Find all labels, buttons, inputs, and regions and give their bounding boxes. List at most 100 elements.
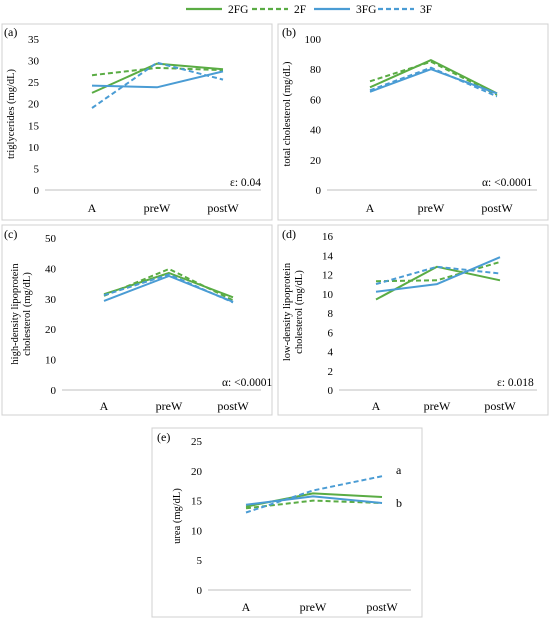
y-axis-label: total cholesterol (mg/dL) <box>282 61 293 166</box>
panel-frame <box>151 427 423 618</box>
y-axis-label: urea (mg/dL) <box>172 488 183 544</box>
panel-label: (d) <box>282 227 296 241</box>
y-tick-label: 0 <box>316 185 322 197</box>
y-tick-label: 2 <box>328 366 334 378</box>
y-tick-label: 30 <box>45 294 57 306</box>
x-tick-label: postW <box>217 399 249 413</box>
x-tick-label: A <box>366 201 375 215</box>
legend-item-3f: 3F <box>378 4 432 16</box>
series-line-2f <box>369 60 498 96</box>
chart-panel-a: 0 5 10 15 20 25 30 35 A preW postW triglycerides (m… <box>1 23 273 221</box>
series-line-3f <box>375 265 501 286</box>
annotation-a: a <box>396 463 402 477</box>
y-tick-label: 16 <box>322 231 334 243</box>
y-tick-label: 80 <box>310 64 322 76</box>
chart-panel-d: 0 2 4 6 8 10 12 14 16 A preW postW low-density lipop… <box>277 224 549 416</box>
y-tick-label: 10 <box>322 289 334 301</box>
stat-label: α: <0.0001 <box>222 377 272 389</box>
x-tick-label: preW <box>418 201 445 215</box>
panel-frame <box>277 23 549 221</box>
y-tick-label: 30 <box>28 56 40 68</box>
series-line-3f <box>369 66 498 98</box>
legend-label: 3F <box>420 4 432 16</box>
series-line-2fg <box>91 62 224 94</box>
chart-panel-e: 0 5 10 15 20 25 A preW postW urea (mg/dL) (e) a b <box>151 427 423 618</box>
x-tick-label: postW <box>481 201 513 215</box>
y-tick-label: 50 <box>45 233 57 245</box>
y-axis-label: low-density lipoproteincholesterol (mg/d… <box>282 262 305 361</box>
legend-item-2f: 2F <box>252 4 306 16</box>
y-tick-label: 5 <box>197 555 203 567</box>
y-tick-label: 20 <box>45 324 57 336</box>
legend-label: 2FG <box>228 4 248 16</box>
chart-panel-c: 0 10 20 30 40 50 A preW postW high-density lipopr… <box>1 224 273 416</box>
y-tick-label: 10 <box>191 525 203 537</box>
x-tick-label: A <box>242 600 251 614</box>
series-line-3fg <box>245 495 383 506</box>
legend-label: 2F <box>294 4 306 16</box>
x-tick-label: postW <box>484 399 516 413</box>
y-tick-label: 6 <box>328 327 334 339</box>
y-tick-label: 12 <box>322 270 333 282</box>
y-tick-label: 0 <box>34 185 40 197</box>
series-line-2f <box>375 261 501 283</box>
legend-item-3fg: 3FG <box>314 4 376 16</box>
series-line-3f <box>91 61 224 109</box>
panel-frame <box>1 224 273 416</box>
y-tick-label: 0 <box>51 385 57 397</box>
y-axis-label: triglycerides (mg/dL) <box>6 68 17 159</box>
x-tick-label: preW <box>424 399 451 413</box>
y-tick-label: 35 <box>28 34 40 46</box>
y-tick-label: 15 <box>191 496 203 508</box>
legend-item-2fg: 2FG <box>186 4 248 16</box>
y-tick-label: 8 <box>328 308 334 320</box>
series-line-3fg <box>369 68 498 95</box>
y-tick-label: 10 <box>45 355 57 367</box>
series-line-3fg <box>91 70 224 89</box>
x-tick-label: preW <box>300 600 327 614</box>
y-tick-label: 20 <box>310 155 322 167</box>
stat-label: ε: 0.04 <box>230 177 261 189</box>
x-tick-label: A <box>88 201 97 215</box>
y-tick-label: 40 <box>310 125 322 137</box>
y-tick-label: 60 <box>310 94 322 106</box>
panel-label: (b) <box>282 25 296 39</box>
panel-frame <box>277 224 549 416</box>
stat-label: α: <0.0001 <box>482 177 532 189</box>
panel-label: (c) <box>4 227 17 241</box>
y-tick-label: 0 <box>328 385 334 397</box>
annotation-b: b <box>396 496 402 510</box>
series-line-3f <box>103 273 234 304</box>
y-tick-label: 0 <box>197 585 203 597</box>
x-tick-label: A <box>372 399 381 413</box>
y-tick-label: 15 <box>28 120 40 132</box>
y-tick-label: 10 <box>28 142 40 154</box>
y-tick-label: 100 <box>305 34 322 46</box>
y-tick-label: 20 <box>28 99 40 111</box>
series-line-2f <box>245 499 383 510</box>
stat-label: ε: 0.018 <box>497 377 534 389</box>
series-line-2f <box>91 66 224 77</box>
x-tick-label: postW <box>207 201 239 215</box>
legend: 2FG 2F 3FG 3F <box>186 4 432 16</box>
series-line-2fg <box>369 59 498 95</box>
panel-frame <box>1 23 273 221</box>
legend-label: 3FG <box>356 4 376 16</box>
y-tick-label: 14 <box>322 250 334 262</box>
y-tick-label: 5 <box>34 163 40 175</box>
y-tick-label: 4 <box>328 347 334 359</box>
series-line-2fg <box>103 272 234 299</box>
y-tick-label: 25 <box>191 436 203 448</box>
y-tick-label: 40 <box>45 263 57 275</box>
series-line-3fg <box>375 256 501 293</box>
y-tick-label: 20 <box>191 466 203 478</box>
panel-label: (a) <box>4 25 17 39</box>
y-axis-label: high-density lipoproteincholesterol (mg/… <box>10 263 33 365</box>
chart-panel-b: 0 20 40 60 80 100 A preW postW total cholesterol … <box>277 23 549 221</box>
y-tick-label: 25 <box>28 77 40 89</box>
x-tick-label: preW <box>144 201 171 215</box>
x-tick-label: preW <box>156 399 183 413</box>
x-tick-label: A <box>100 399 109 413</box>
